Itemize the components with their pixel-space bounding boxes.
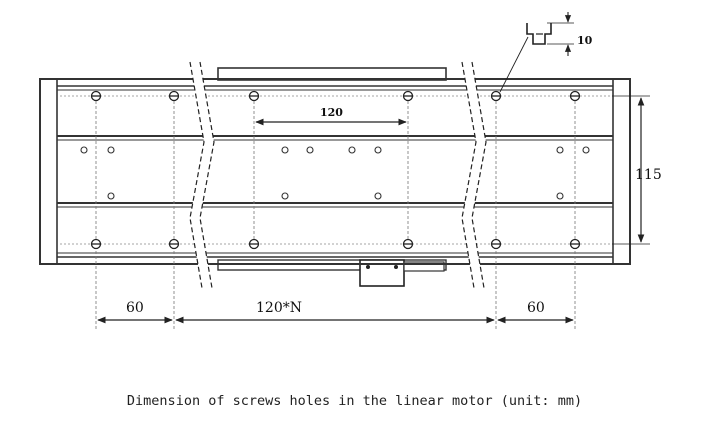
hole-top-6 [569, 90, 581, 102]
dimension-hole-pitch: 120 [255, 106, 407, 126]
slot-depth-label: 10 [577, 34, 593, 47]
hole-top-4 [402, 90, 414, 102]
hole-top-1 [90, 90, 102, 102]
motor-frame [39, 78, 631, 265]
slot-detail [499, 12, 574, 93]
hole-bottom-4 [402, 238, 414, 250]
hole-bottom-6 [569, 238, 581, 250]
small-holes [80, 146, 590, 200]
mounting-holes [90, 90, 581, 250]
extension-lines [95, 96, 576, 330]
dimension-chain: 60 120*N 60 [97, 300, 574, 324]
hole-centerlines [60, 95, 612, 245]
hole-top-2 [168, 90, 180, 102]
dimension-hole-pitch-label: 120 [320, 106, 343, 119]
figure-caption: Dimension of screws holes in the linear … [126, 393, 583, 409]
cable-connector-tab [403, 261, 445, 272]
hole-bottom-2 [168, 238, 180, 250]
dimension-right-end-label: 60 [527, 300, 545, 316]
hole-bottom-5 [490, 238, 502, 250]
break-lines [189, 61, 487, 289]
break-gaps [190, 62, 486, 288]
hole-bottom-3 [248, 238, 260, 250]
hole-top-5 [490, 90, 502, 102]
dimension-row-spacing: 115 [612, 95, 662, 245]
dimension-middle-label: 120*N [256, 300, 302, 316]
dimension-left-end-label: 60 [126, 300, 144, 316]
hole-top-3 [248, 90, 260, 102]
hole-bottom-1 [90, 238, 102, 250]
dimension-row-spacing-label: 115 [635, 167, 662, 183]
